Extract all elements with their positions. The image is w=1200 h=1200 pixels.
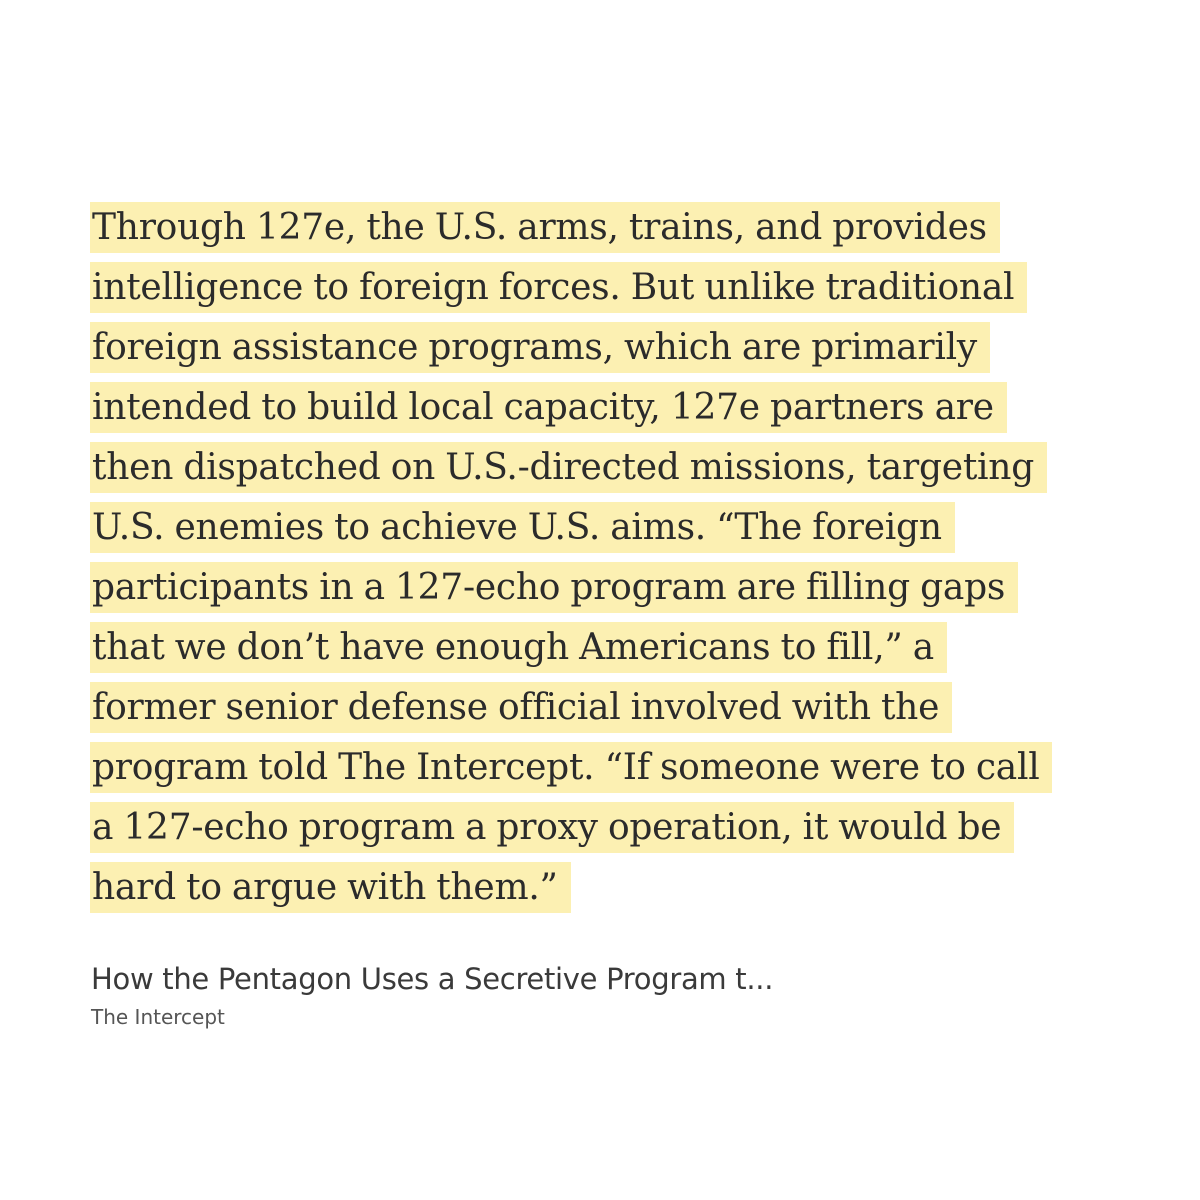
highlighted-quote[interactable]: Through 127e, the U.S. arms, trains, and… — [90, 202, 1100, 922]
quote-line-text: intended to build local capacity, 127e p… — [90, 382, 1007, 433]
quote-line-text: a 127-echo program a proxy operation, it… — [90, 802, 1015, 853]
quote-line: former senior defense official involved … — [90, 682, 1100, 742]
quote-line: then dispatched on U.S.-directed mission… — [90, 442, 1100, 502]
quote-line: participants in a 127-echo program are f… — [90, 562, 1100, 622]
quote-line: that we don’t have enough Americans to f… — [90, 622, 1100, 682]
quote-line: program told The Intercept. “If someone … — [90, 742, 1100, 802]
quote-line-text: then dispatched on U.S.-directed mission… — [90, 442, 1048, 493]
quote-line: intended to build local capacity, 127e p… — [90, 382, 1100, 442]
quote-line: hard to argue with them.” — [90, 862, 1100, 922]
quote-line: a 127-echo program a proxy operation, it… — [90, 802, 1100, 862]
quote-line: U.S. enemies to achieve U.S. aims. “The … — [90, 502, 1100, 562]
quote-line-text: intelligence to foreign forces. But unli… — [90, 262, 1028, 313]
source-publisher: The Intercept — [91, 1005, 225, 1029]
quote-line-text: hard to argue with them.” — [90, 862, 571, 913]
quote-line-text: program told The Intercept. “If someone … — [90, 742, 1053, 793]
quote-line-text: participants in a 127-echo program are f… — [90, 562, 1019, 613]
quote-line-text: foreign assistance programs, which are p… — [90, 322, 990, 373]
quote-line-text: former senior defense official involved … — [90, 682, 953, 733]
quote-line-text: that we don’t have enough Americans to f… — [90, 622, 947, 673]
quote-line-text: Through 127e, the U.S. arms, trains, and… — [90, 202, 1000, 253]
quote-line-text: U.S. enemies to achieve U.S. aims. “The … — [90, 502, 955, 553]
source-info[interactable]: How the Pentagon Uses a Secretive Progra… — [91, 958, 1091, 1034]
quote-line: Through 127e, the U.S. arms, trains, and… — [90, 202, 1100, 262]
quote-line: foreign assistance programs, which are p… — [90, 322, 1100, 382]
source-title[interactable]: How the Pentagon Uses a Secretive Progra… — [91, 962, 774, 996]
quote-line: intelligence to foreign forces. But unli… — [90, 262, 1100, 322]
